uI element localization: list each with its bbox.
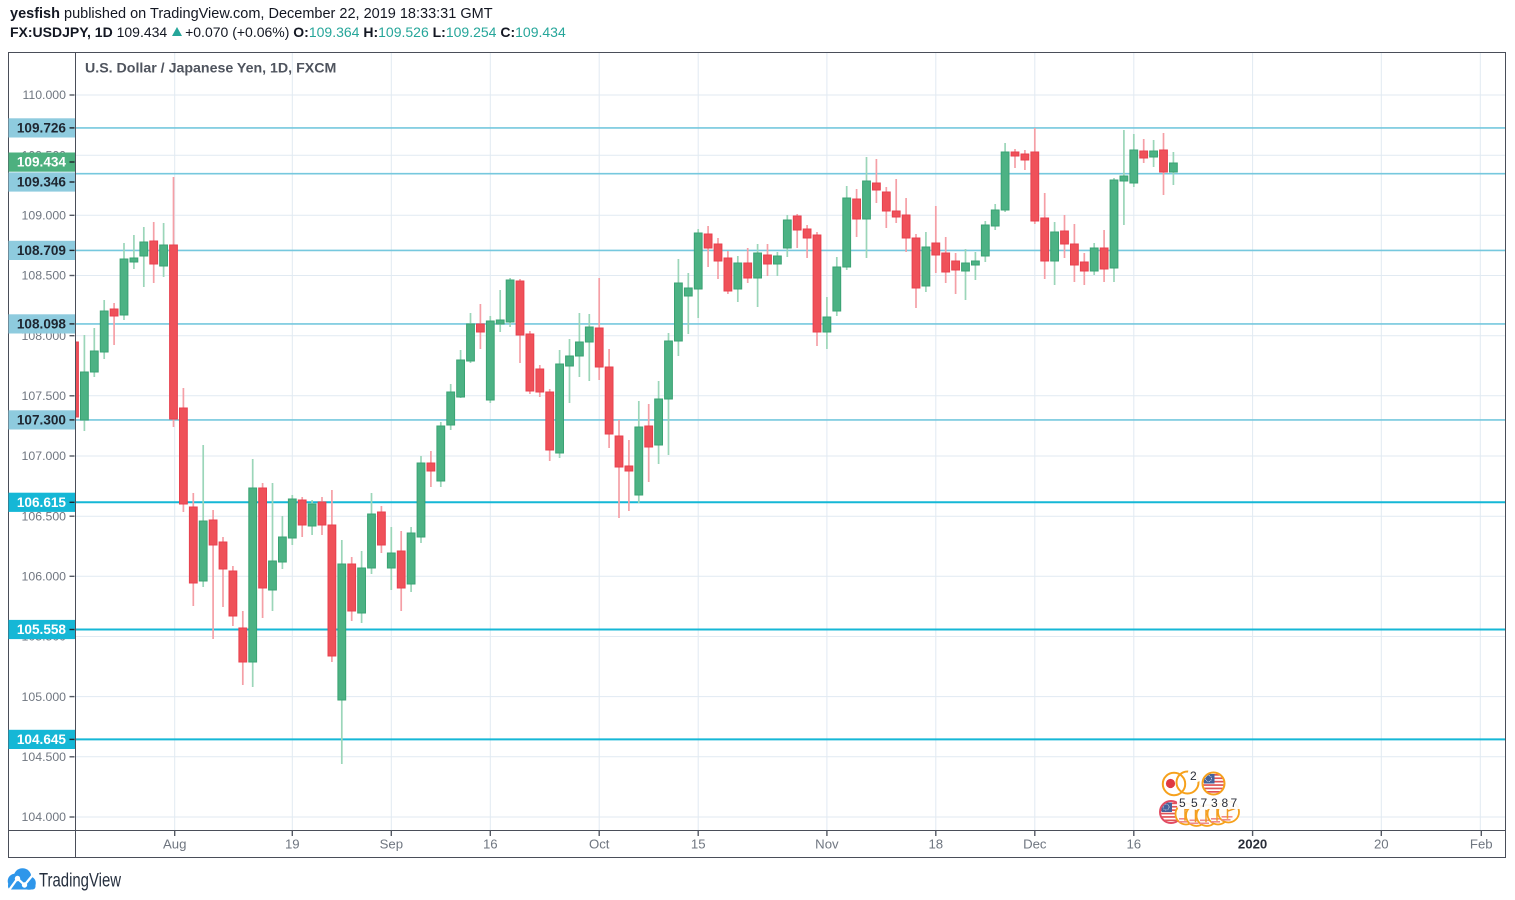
- svg-text:Nov: Nov: [815, 837, 839, 852]
- svg-text:109.434: 109.434: [17, 155, 67, 170]
- svg-text:108.500: 108.500: [22, 269, 67, 283]
- svg-text:109.346: 109.346: [17, 175, 67, 190]
- svg-text:Oct: Oct: [589, 837, 610, 852]
- svg-text:105.000: 105.000: [22, 690, 67, 704]
- svg-text:2: 2: [1190, 769, 1197, 783]
- svg-text:105.558: 105.558: [17, 622, 67, 637]
- svg-text:20: 20: [1374, 837, 1389, 852]
- svg-text:16: 16: [483, 837, 498, 852]
- svg-text:108.709: 108.709: [17, 243, 67, 258]
- svg-text:109.000: 109.000: [22, 209, 67, 223]
- svg-text:107.000: 107.000: [22, 449, 67, 463]
- svg-text:106.615: 106.615: [17, 495, 67, 510]
- svg-text:7: 7: [1231, 796, 1238, 810]
- svg-text:18: 18: [928, 837, 943, 852]
- svg-text:TradingView: TradingView: [39, 871, 121, 892]
- svg-text:104.000: 104.000: [22, 810, 67, 824]
- svg-text:16: 16: [1126, 837, 1141, 852]
- svg-text:Sep: Sep: [380, 837, 403, 852]
- svg-text:104.645: 104.645: [17, 732, 67, 747]
- svg-text:Aug: Aug: [163, 837, 186, 852]
- svg-text:106.500: 106.500: [22, 509, 67, 523]
- svg-text:8: 8: [1222, 796, 1229, 810]
- svg-text:15: 15: [691, 837, 706, 852]
- svg-text:2020: 2020: [1238, 837, 1267, 852]
- svg-text:108.098: 108.098: [17, 317, 67, 332]
- svg-text:107.300: 107.300: [17, 413, 66, 428]
- svg-text:19: 19: [285, 837, 300, 852]
- svg-text:107.500: 107.500: [22, 389, 67, 403]
- svg-text:Dec: Dec: [1023, 837, 1047, 852]
- svg-text:3: 3: [1211, 796, 1218, 810]
- svg-text:109.726: 109.726: [17, 121, 67, 136]
- svg-text:5: 5: [1191, 796, 1198, 810]
- svg-text:Feb: Feb: [1470, 837, 1493, 852]
- svg-text:U.S. Dollar / Japanese Yen, 1D: U.S. Dollar / Japanese Yen, 1D, FXCM: [85, 61, 336, 77]
- svg-text:5: 5: [1179, 796, 1186, 810]
- svg-text:7: 7: [1201, 796, 1208, 810]
- svg-text:104.500: 104.500: [22, 750, 67, 764]
- svg-text:106.000: 106.000: [22, 570, 67, 584]
- svg-text:110.000: 110.000: [22, 88, 66, 102]
